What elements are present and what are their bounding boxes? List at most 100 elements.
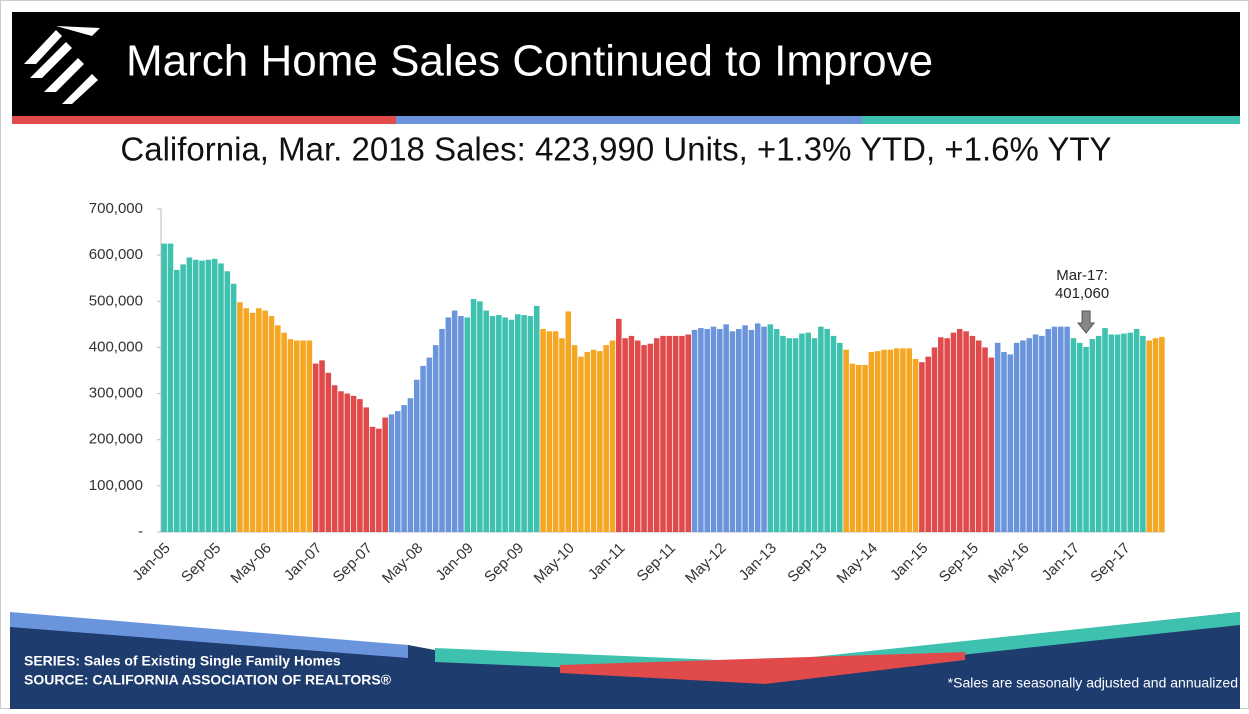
bar xyxy=(426,357,433,532)
accent-teal xyxy=(862,116,1240,124)
bar xyxy=(925,356,931,532)
bar xyxy=(704,328,710,532)
bar xyxy=(881,349,887,532)
bar xyxy=(938,337,944,532)
bar xyxy=(666,335,673,532)
bar xyxy=(792,338,799,532)
bar xyxy=(754,323,761,532)
y-tick-label: 100,000 xyxy=(89,477,143,494)
bar xyxy=(1039,335,1045,532)
bar xyxy=(395,411,401,532)
bar xyxy=(1013,342,1020,532)
bar xyxy=(1146,340,1152,532)
title-banner xyxy=(12,12,1240,116)
bar xyxy=(1064,326,1070,532)
bar xyxy=(818,326,824,532)
bar xyxy=(533,305,540,532)
bar xyxy=(180,264,186,532)
bar xyxy=(906,348,913,532)
bar xyxy=(439,328,445,532)
y-tick-label: 700,000 xyxy=(89,200,143,217)
bar xyxy=(1026,338,1033,532)
bar xyxy=(445,317,452,532)
bar xyxy=(805,332,812,532)
bar xyxy=(1020,340,1026,532)
bar xyxy=(975,340,982,532)
bar xyxy=(508,319,515,532)
y-tick-label: 400,000 xyxy=(89,338,143,355)
bar xyxy=(262,310,268,532)
bar xyxy=(312,363,319,532)
bar xyxy=(729,331,736,532)
y-tick-label: 500,000 xyxy=(89,292,143,309)
bar xyxy=(874,351,881,532)
bar xyxy=(837,342,843,532)
bar xyxy=(521,315,527,532)
bar xyxy=(230,283,237,532)
bar xyxy=(855,364,862,532)
bar xyxy=(811,338,818,532)
bar xyxy=(994,342,1001,532)
accent-blue xyxy=(396,116,862,124)
bar xyxy=(514,314,521,532)
bar xyxy=(224,271,231,532)
footer-band xyxy=(10,612,1240,709)
bar xyxy=(243,308,250,532)
bar xyxy=(458,316,464,532)
bar xyxy=(1083,346,1089,532)
bar xyxy=(552,331,559,532)
bar xyxy=(237,302,243,532)
bar xyxy=(388,414,395,532)
bar xyxy=(287,339,294,532)
logo xyxy=(24,26,100,104)
bar xyxy=(1159,336,1165,532)
bar xyxy=(849,363,856,532)
bar xyxy=(830,335,837,532)
bar xyxy=(1007,354,1014,532)
bar xyxy=(742,325,748,532)
bar xyxy=(780,335,786,532)
bar xyxy=(1095,335,1102,532)
bar xyxy=(344,393,351,532)
bar xyxy=(590,349,597,532)
bar xyxy=(1070,338,1077,532)
y-tick-label: 300,000 xyxy=(89,385,143,402)
bar xyxy=(205,259,212,532)
bar xyxy=(698,328,704,532)
bar xyxy=(931,347,938,532)
bar xyxy=(735,328,742,532)
bar xyxy=(710,326,717,532)
bar xyxy=(413,379,420,532)
bar xyxy=(1152,338,1159,532)
bar xyxy=(161,243,167,532)
bar xyxy=(382,417,388,532)
bar xyxy=(1140,335,1146,532)
bar xyxy=(862,364,868,532)
bar xyxy=(420,365,426,532)
bar xyxy=(502,317,508,532)
bar xyxy=(376,428,382,532)
bar xyxy=(912,358,919,532)
footer-source: SOURCE: CALIFORNIA ASSOCIATION OF REALTO… xyxy=(24,672,392,688)
bar xyxy=(1051,326,1058,532)
bar xyxy=(256,308,262,532)
bar xyxy=(748,329,755,532)
bar xyxy=(578,356,584,532)
bar xyxy=(597,351,603,532)
bar xyxy=(357,399,363,532)
bar xyxy=(773,328,780,532)
bar xyxy=(919,362,925,532)
bar xyxy=(363,407,369,532)
bar xyxy=(969,335,976,532)
bar xyxy=(565,311,572,532)
bar xyxy=(300,340,306,532)
bar xyxy=(660,335,666,532)
bar xyxy=(174,269,180,532)
bar xyxy=(767,324,774,532)
bar xyxy=(186,257,193,532)
bar xyxy=(1127,332,1134,532)
bar xyxy=(1001,352,1007,532)
bar xyxy=(1076,342,1083,532)
bar xyxy=(470,298,477,532)
footer-note: *Sales are seasonally adjusted and annua… xyxy=(948,675,1238,691)
